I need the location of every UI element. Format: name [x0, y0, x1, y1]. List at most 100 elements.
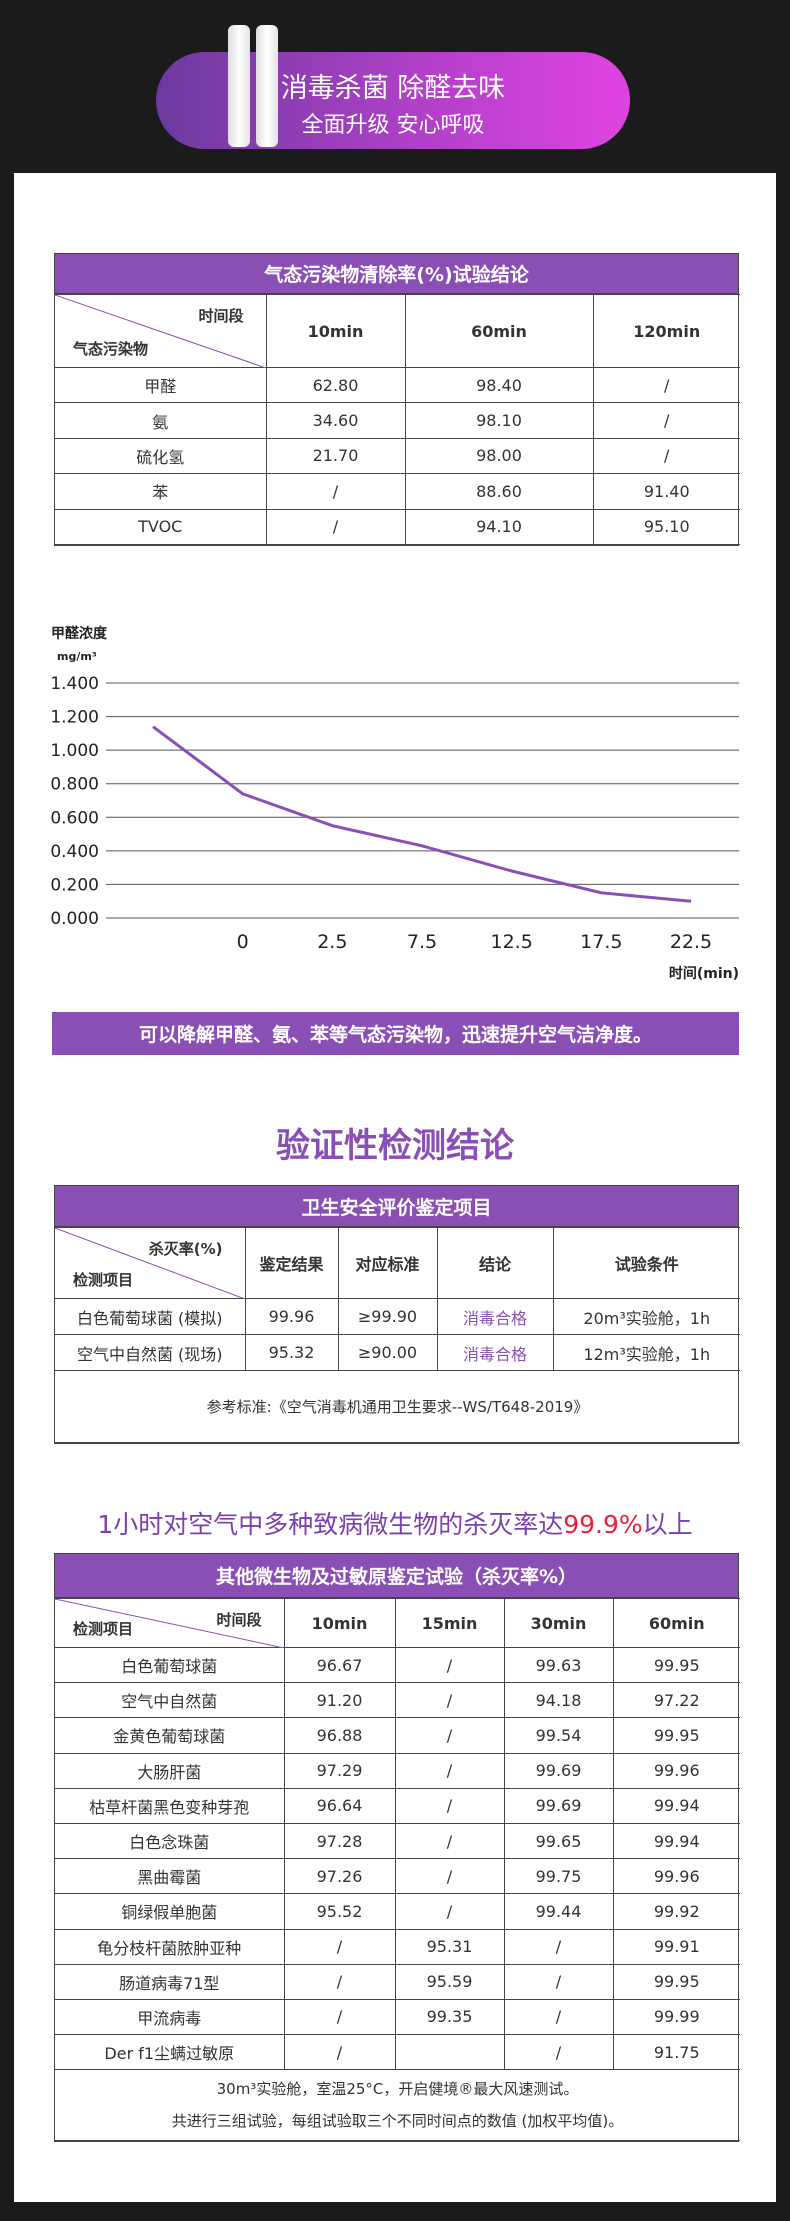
- table-cell: /: [394, 1752, 505, 1789]
- header-row: 杀灭率(%) 检测项目 鉴定结果 对应标准 结论 试验条件: [55, 1227, 740, 1299]
- notes-row: 30m³实验舱，室温25°C，开启健境®最大风速测试。 共进行三组试验，每组试验取…: [55, 2069, 740, 2142]
- table-cell: 白色葡萄球菌 (模拟): [55, 1298, 246, 1335]
- table-cell: 黑曲霉菌: [55, 1858, 285, 1895]
- table-cell: /: [503, 1928, 614, 1965]
- table-cell: 95.52: [283, 1893, 396, 1930]
- notes-cell: 30m³实验舱，室温25°C，开启健境®最大风速测试。 共进行三组试验，每组试验取…: [55, 2069, 740, 2142]
- table-cell: /: [503, 2034, 614, 2071]
- table-cell: ≥90.00: [337, 1334, 438, 1371]
- y-tick-label: 0.200: [50, 875, 99, 895]
- table-cell: 97.28: [283, 1822, 396, 1860]
- corner-top: 时间段: [216, 1611, 262, 1629]
- table-cell: 94.10: [404, 508, 594, 545]
- table-row: 氨 34.60 98.10/: [55, 402, 740, 439]
- corner-cell: 时间段 检测项目: [55, 1598, 285, 1648]
- table-cell: 99.99: [612, 1998, 740, 2036]
- diagonal-line: [55, 1228, 245, 1299]
- data-line: [152, 725, 692, 903]
- table-row: 铜绿假单胞菌 95.52/99.44 99.92: [55, 1893, 740, 1930]
- table: 卫生安全评价鉴定项目 杀灭率(%) 检测项目 鉴定结果 对应标准 结论 试验条件 白色葡萄球菌…: [54, 1185, 740, 1444]
- table-cell: /: [265, 508, 406, 545]
- table-cell: 99.96: [244, 1298, 339, 1335]
- table-row: 大肠肝菌 97.29/99.69 99.96: [55, 1752, 740, 1789]
- table-cell: 62.80: [265, 366, 406, 404]
- banner-line2: 全面升级 安心呼吸: [301, 113, 485, 138]
- table-row: 苯/88.60 91.40: [55, 473, 740, 510]
- table-row: 空气中自然菌 (现场) 95.32 ≥90.00 消毒合格 12m³实验舱，1h: [55, 1334, 740, 1371]
- corner-bottom: 检测项目: [73, 1271, 134, 1289]
- table-row: 硫化氢 21.70 98.00/: [55, 437, 740, 475]
- table-cell: 34.60: [265, 402, 406, 439]
- column-header: 鉴定结果: [244, 1227, 339, 1299]
- table-title: 气态污染物清除率(%)试验结论: [55, 254, 738, 294]
- table-cell: 大肠肝菌: [55, 1752, 285, 1789]
- table-cell: /: [394, 1682, 505, 1719]
- table-cell: 99.69: [503, 1787, 614, 1824]
- table-cell: /: [394, 1858, 505, 1895]
- table-cell: 99.96: [612, 1858, 740, 1895]
- table-cell: 氨: [55, 402, 267, 439]
- table-cell: 99.44: [503, 1893, 614, 1930]
- y-axis-unit: mg/m³: [57, 650, 97, 663]
- note-cell: 参考标准:《空气消毒机通用卫生要求--WS/T648-2019》: [55, 1370, 740, 1443]
- column-header: 结论: [436, 1227, 554, 1299]
- table-cell: /: [283, 1963, 396, 2000]
- table-cell: /: [283, 2034, 396, 2071]
- table-cell: 97.26: [283, 1858, 396, 1895]
- table-cell: 91.75: [612, 2034, 740, 2071]
- table-cell: 21.70: [265, 437, 406, 475]
- table-cell: ≥99.90: [337, 1298, 438, 1335]
- table-row: Der f1尘螨过敏原 //91.75: [55, 2034, 740, 2071]
- table-row: 空气中自然菌 91.20/94.18 97.22: [55, 1682, 740, 1719]
- table-cell: Der f1尘螨过敏原: [55, 2034, 285, 2071]
- table-cell: 消毒合格: [436, 1298, 554, 1335]
- y-tick-label: 1.000: [50, 741, 99, 761]
- table-cell: 99.96: [612, 1752, 740, 1789]
- table-cell: 龟分枝杆菌脓肿亚种: [55, 1928, 285, 1965]
- table-cell: 95.31: [394, 1928, 505, 1965]
- table-cell: /: [592, 402, 740, 439]
- table-cell: /: [394, 1893, 505, 1930]
- diagonal: [55, 295, 266, 368]
- table-cell: 99.91: [612, 1928, 740, 1965]
- table-cell: 20m³实验舱，1h: [552, 1298, 740, 1335]
- column-header: 试验条件: [552, 1227, 740, 1299]
- table-cell: 枯草杆菌黑色变种芽孢: [55, 1787, 285, 1824]
- table-cell: 消毒合格: [436, 1334, 554, 1371]
- table-cell: 95.59: [394, 1963, 505, 2000]
- column-header: 10min: [265, 294, 406, 368]
- corner-top: 杀灭率(%): [148, 1240, 223, 1258]
- table: 气态污染物清除率(%)试验结论 时间段 气态污染物 10min 60min 120min 甲…: [54, 253, 740, 546]
- product-image: [228, 25, 250, 147]
- y-tick-label: 0.400: [50, 842, 99, 862]
- x-tick-label: 17.5: [580, 931, 622, 953]
- table-grid: 时间段 检测项目 10min 15min 30min 60min 白色葡萄球菌 96.67/9…: [55, 1598, 740, 2142]
- table-row: TVOC/94.10 95.10: [55, 508, 740, 545]
- table-cell: 99.63: [503, 1646, 614, 1684]
- table-cell: 空气中自然菌: [55, 1682, 285, 1719]
- table-row: 白色葡萄球菌 (模拟) 99.96 ≥99.90 消毒合格 20m³实验舱，1h: [55, 1298, 740, 1335]
- table-cell: [394, 2034, 505, 2071]
- note-line: 30m³实验舱，室温25°C，开启健境®最大风速测试。: [216, 2080, 579, 2099]
- table-cell: 95.10: [592, 508, 740, 545]
- x-tick-label: 0: [237, 931, 249, 953]
- column-header: 对应标准: [337, 1227, 438, 1299]
- table-cell: 硫化氢: [55, 437, 267, 475]
- corner-bottom: 气态污染物: [73, 340, 149, 358]
- diagonal: [55, 1228, 245, 1299]
- column-header: 120min: [592, 294, 740, 368]
- highlight-number: 99.9%: [563, 1510, 643, 1539]
- table-cell: 99.65: [503, 1822, 614, 1860]
- table-cell: 肠道病毒71型: [55, 1963, 285, 2000]
- note-row: 参考标准:《空气消毒机通用卫生要求--WS/T648-2019》: [55, 1370, 740, 1443]
- x-axis-title: 时间(min): [669, 965, 739, 982]
- table-title: 卫生安全评价鉴定项目: [55, 1186, 738, 1227]
- table-cell: 98.10: [404, 402, 594, 439]
- table-cell: 99.75: [503, 1858, 614, 1895]
- table-cell: /: [503, 1998, 614, 2036]
- table-grid: 杀灭率(%) 检测项目 鉴定结果 对应标准 结论 试验条件 白色葡萄球菌 (模拟) 99.96…: [55, 1227, 740, 1443]
- table-cell: 铜绿假单胞菌: [55, 1893, 285, 1930]
- table-row: 甲流病毒/99.35/99.99: [55, 1998, 740, 2036]
- table-cell: 金黄色葡萄球菌: [55, 1717, 285, 1754]
- table-cell: 99.94: [612, 1822, 740, 1860]
